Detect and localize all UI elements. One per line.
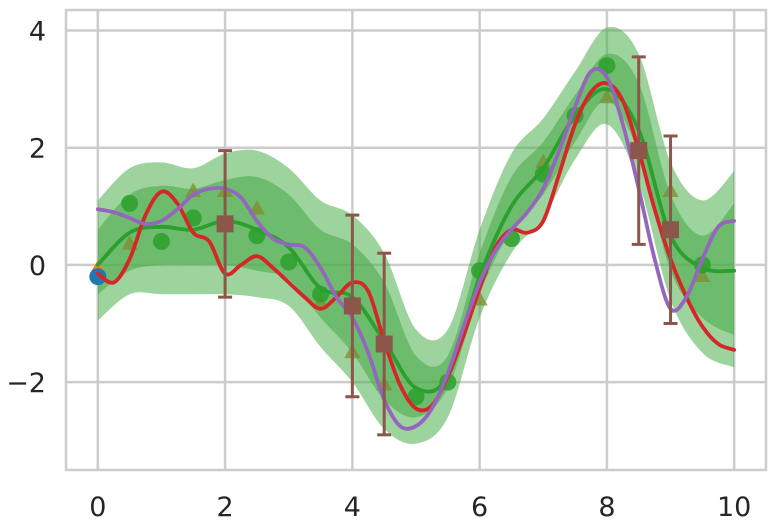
green-series-line — [95, 87, 737, 394]
y-tick-label: 4 — [29, 17, 46, 48]
x-tick-label: 4 — [344, 492, 361, 523]
green-circle-point — [407, 388, 425, 406]
errorbar-square-marker — [343, 297, 361, 315]
x-tick-labels: 0 2 4 6 8 10 — [89, 492, 751, 523]
x-tick-label: 0 — [89, 492, 106, 523]
y-tick-label: 2 — [29, 134, 46, 165]
blue-circle-point — [89, 268, 107, 286]
errorbar-square-marker — [216, 215, 234, 233]
y-tick-labels: −2 0 2 4 — [6, 17, 46, 400]
purple-series-line — [95, 67, 737, 431]
errorbar-square-marker — [375, 335, 393, 353]
errorbar-square-marker — [662, 221, 680, 239]
x-tick-label: 8 — [598, 492, 615, 523]
errorbar-square-marker — [630, 142, 648, 160]
x-tick-label: 6 — [471, 492, 488, 523]
red-series-line — [95, 81, 737, 413]
olive-triangle-point — [598, 88, 616, 104]
x-tick-label: 2 — [216, 492, 233, 523]
axes-frame — [64, 8, 768, 472]
error-bars — [216, 55, 680, 437]
olive-triangle-point — [248, 200, 266, 215]
green-circle-point — [152, 232, 170, 250]
green-circle-point — [280, 253, 298, 271]
y-tick-label: 0 — [29, 251, 46, 282]
x-tick-label: 10 — [717, 492, 751, 523]
olive-triangle-point — [694, 267, 711, 283]
y-tick-label: −2 — [6, 368, 46, 399]
green-circle-point — [121, 194, 139, 212]
series-lines — [95, 67, 737, 431]
